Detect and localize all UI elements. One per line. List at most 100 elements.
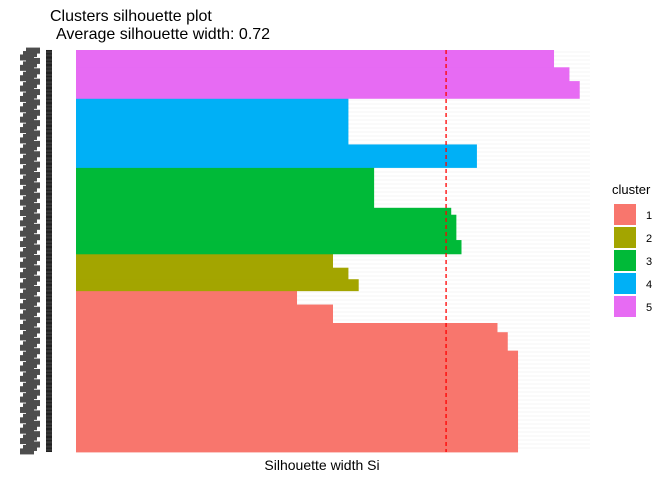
y-tick-label-mark [20, 199, 34, 206]
y-tick-label-mark [20, 344, 34, 351]
y-tick-label-mark [20, 158, 34, 165]
y-tick-label-mark [20, 448, 34, 455]
y-tick-label-mark [23, 237, 37, 244]
y-tick-label-mark [20, 282, 34, 289]
y-tick-label-mark [20, 261, 34, 268]
y-tick-label-mark [26, 296, 40, 303]
legend-label-2: 2 [646, 233, 652, 245]
y-tick-label-mark [23, 165, 37, 172]
y-tick-label-mark [23, 444, 37, 451]
y-tick-label-mark [20, 147, 34, 154]
y-tick-label-mark [26, 161, 40, 168]
silhouette-bar [76, 304, 333, 324]
silhouette-bars [76, 50, 580, 453]
y-tick-label-mark [20, 54, 34, 61]
y-tick-label-mark [20, 375, 34, 382]
cluster-1-bars [76, 290, 519, 453]
legend-key-4 [614, 273, 636, 294]
y-tick-label-mark [26, 182, 40, 189]
y-tick-label-mark [20, 168, 34, 175]
silhouette-bar [76, 267, 349, 280]
y-tick-label-mark [20, 209, 34, 216]
legend-label-5: 5 [646, 302, 652, 314]
y-tick-label-mark [26, 420, 40, 427]
y-tick-label-mark [20, 64, 34, 71]
y-tick-label-mark [23, 351, 37, 358]
y-tick-label-mark [20, 220, 34, 227]
y-tick-label-mark [20, 251, 34, 258]
y-tick-label-mark [23, 279, 37, 286]
y-tick-label-mark [20, 116, 34, 123]
y-tick-label-mark [26, 275, 40, 282]
y-tick-label-mark [23, 310, 37, 317]
y-tick-label-mark [23, 102, 37, 109]
y-tick-label-mark [26, 327, 40, 334]
y-tick-label-mark [23, 434, 37, 441]
y-tick-label-mark [23, 82, 37, 89]
y-tick-label-mark [23, 424, 37, 431]
y-tick-label-mark [23, 362, 37, 369]
silhouette-bar [76, 207, 452, 216]
y-tick-label-mark [26, 151, 40, 158]
y-tick-label-mark [23, 185, 37, 192]
y-tick-label-mark [26, 78, 40, 85]
y-tick-label-mark [20, 365, 34, 372]
y-tick-label-mark [26, 140, 40, 147]
y-tick-label-mark [26, 234, 40, 241]
y-tick-label-mark [26, 389, 40, 396]
silhouette-bar [76, 332, 508, 352]
silhouette-bar [76, 279, 359, 292]
y-tick-label-mark [20, 106, 34, 113]
x-axis-label: Silhouette width Si [264, 457, 379, 473]
y-tick-label-mark [20, 313, 34, 320]
y-tick-label-mark [26, 265, 40, 272]
silhouette-bar [76, 350, 519, 453]
y-tick-label-mark [23, 51, 37, 58]
legend-label-1: 1 [646, 210, 652, 222]
y-tick-label-mark [26, 410, 40, 417]
y-tick-label-mark [26, 441, 40, 448]
silhouette-bar [76, 144, 477, 168]
y-tick-label-mark [20, 292, 34, 299]
y-tick-label-mark [26, 244, 40, 251]
y-tick-label-mark [26, 254, 40, 261]
y-tick-label-mark [23, 330, 37, 337]
y-tick-label-mark [26, 68, 40, 75]
y-tick-label-mark [26, 223, 40, 230]
cluster-4-bars [76, 98, 477, 168]
y-tick-label-mark [23, 393, 37, 400]
y-tick-label-mark [23, 403, 37, 410]
y-tick-label-mark [20, 303, 34, 310]
legend-key-3 [614, 250, 636, 271]
y-tick-label-mark [20, 334, 34, 341]
y-tick-label-mark [23, 372, 37, 379]
y-tick-label-mark [23, 216, 37, 223]
y-tick-label-mark [23, 175, 37, 182]
silhouette-bar [76, 240, 462, 255]
y-tick-label-mark [20, 324, 34, 331]
y-tick-label-mark [26, 337, 40, 344]
y-tick-label-mark [20, 75, 34, 82]
silhouette-bar [76, 322, 498, 333]
silhouette-bar [76, 50, 555, 68]
y-tick-label-mark [20, 189, 34, 196]
y-tick-label-mark [26, 348, 40, 355]
silhouette-bar [76, 167, 375, 209]
y-tick-label-mark [26, 192, 40, 199]
y-tick-label-mark [20, 386, 34, 393]
y-tick-label-mark [26, 89, 40, 96]
silhouette-bar [76, 81, 580, 99]
silhouette-bar [76, 214, 457, 241]
y-tick-label-mark [26, 368, 40, 375]
y-tick-label-mark [23, 227, 37, 234]
cluster-3-bars [76, 167, 462, 255]
legend-label-3: 3 [646, 256, 652, 268]
legend: cluster 1 2 3 4 5 [612, 182, 652, 317]
y-tick-label-mark [20, 438, 34, 445]
y-tick-label-mark [23, 320, 37, 327]
y-tick-label-mark [23, 61, 37, 68]
cluster-2-bars [76, 253, 359, 292]
y-tick-label-mark [26, 57, 40, 64]
y-tick-label-mark [20, 127, 34, 134]
